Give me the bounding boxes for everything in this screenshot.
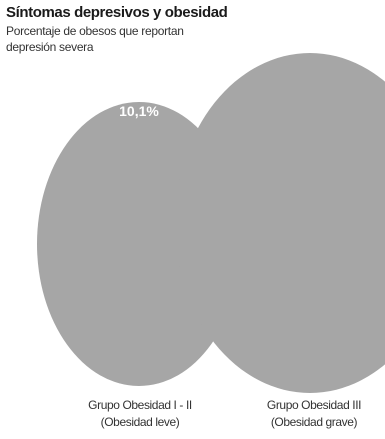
chart-subtitle: Porcentaje de obesos que reportan depres… <box>6 24 184 54</box>
category-label-line1: Grupo Obesidad III <box>266 398 362 412</box>
category-label-obesidad-grave: Grupo Obesidad III (Obesidad grave) <box>244 397 384 431</box>
category-label-line2: (Obesidad leve) <box>100 415 180 429</box>
chart-title: Síntomas depresivos y obesidad <box>6 4 228 21</box>
value-label-obesidad-grave: 15% <box>327 31 356 47</box>
value-label-obesidad-leve: 10,1% <box>119 103 159 119</box>
bubble-obesidad-grave <box>175 53 385 393</box>
category-label-line2: (Obesidad grave) <box>270 415 358 429</box>
category-label-obesidad-leve: Grupo Obesidad I - II (Obesidad leve) <box>70 397 210 431</box>
category-label-line1: Grupo Obesidad I - II <box>88 398 192 412</box>
